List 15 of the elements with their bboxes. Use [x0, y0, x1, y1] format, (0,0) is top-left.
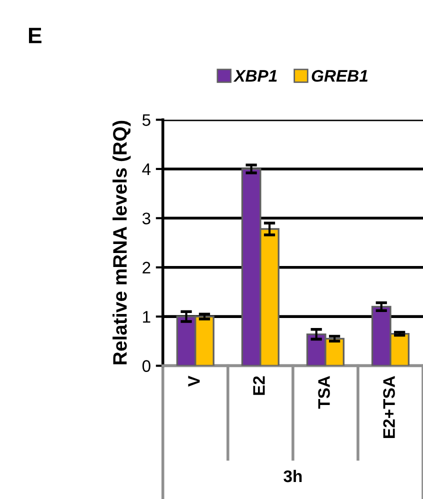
x-tick-label: E2+TSA — [383, 376, 395, 438]
x-tick-label: E2 — [253, 376, 265, 395]
y-tick-label: 3 — [142, 212, 150, 224]
y-tick-label: 0 — [142, 360, 150, 372]
y-tick-label: 2 — [142, 262, 150, 274]
text: 3h — [284, 470, 302, 482]
y-tick-label: 4 — [142, 164, 151, 175]
y-tick-label: 5 — [142, 114, 150, 126]
legend-label: XBP1 — [233, 70, 277, 82]
y-axis-title: Relative mRNA levels (RQ) — [112, 120, 131, 364]
x-tick-label: TSA — [318, 376, 330, 409]
legend-label: GREB1 — [312, 70, 368, 82]
x-tick-label: V — [188, 376, 200, 387]
text: E — [28, 28, 42, 44]
y-tick-label: 1 — [143, 311, 150, 323]
